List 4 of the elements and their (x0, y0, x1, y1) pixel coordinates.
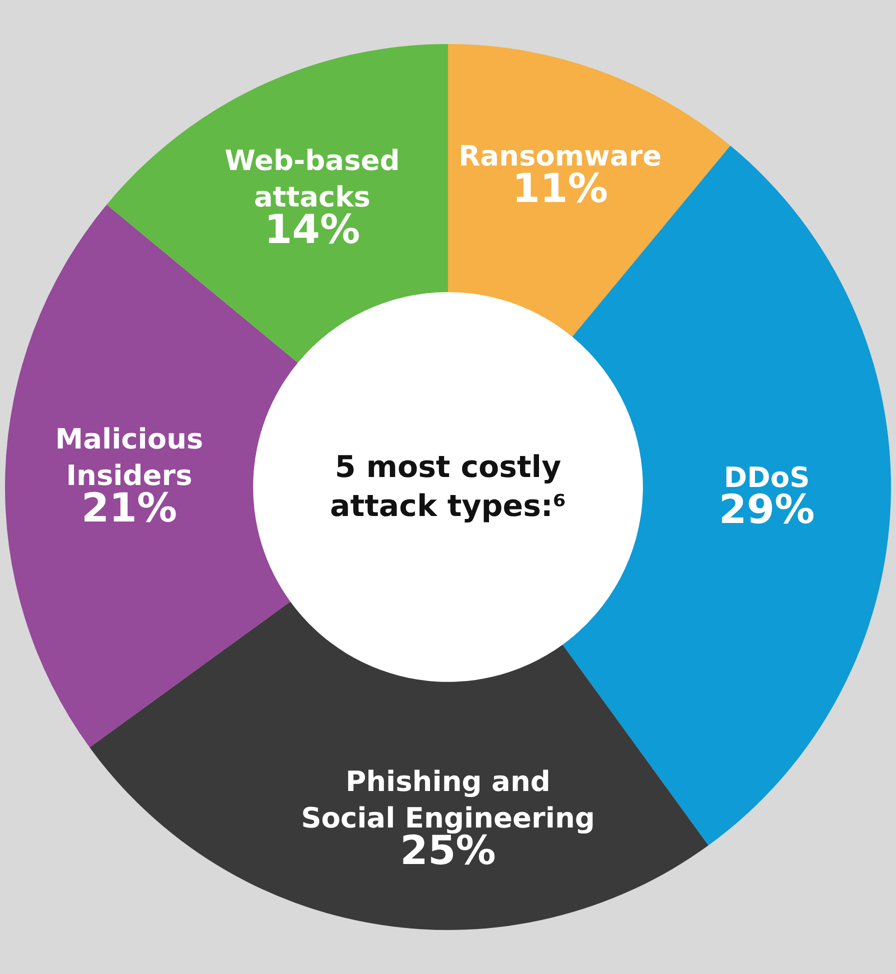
donut-slice (106, 44, 448, 363)
text: 5 most costly attack types:⁶ (330, 450, 566, 524)
donut-slice (90, 602, 708, 930)
donut-slice (448, 44, 730, 337)
